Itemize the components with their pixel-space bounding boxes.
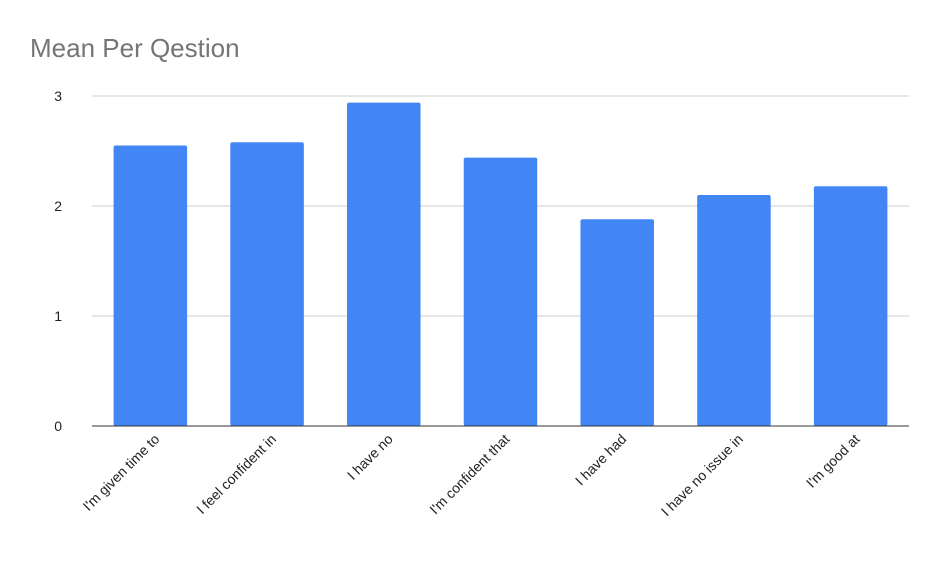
bar (463, 157, 538, 426)
bar (813, 186, 888, 426)
y-axis-ticks: 0 1 2 3 (54, 88, 62, 434)
x-tick-label: I have had (572, 431, 630, 489)
bar (230, 142, 304, 426)
x-tick-label: I have no (344, 431, 396, 483)
bar (580, 219, 654, 426)
y-tick-label: 3 (54, 88, 62, 104)
chart-title: Mean Per Qestion (30, 33, 240, 63)
bar (347, 102, 421, 426)
y-tick-label: 2 (54, 198, 62, 214)
x-tick-label: I'm confident that (426, 431, 512, 517)
bars (113, 102, 888, 426)
x-axis-labels: I'm given time to I feel confident in I ha… (79, 431, 862, 520)
bar (113, 145, 188, 426)
bar (697, 195, 771, 426)
x-tick-label: I'm given time to (79, 431, 162, 514)
y-tick-label: 1 (54, 308, 62, 324)
x-tick-label: I'm good at (803, 431, 863, 491)
x-tick-label: I feel confident in (193, 431, 279, 517)
y-tick-label: 0 (54, 418, 62, 434)
x-tick-label: I have no issue in (658, 431, 746, 519)
